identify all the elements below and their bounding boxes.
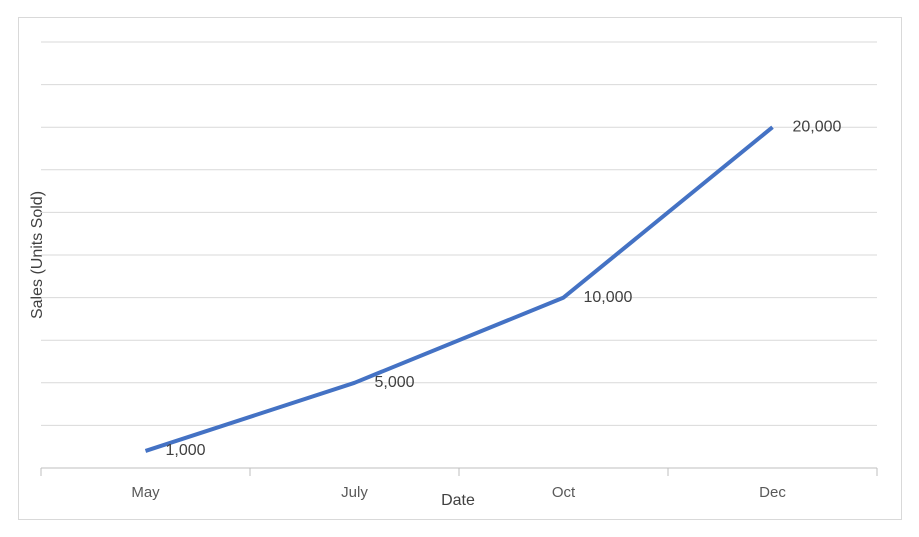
- x-tick-label: Oct: [552, 484, 576, 501]
- x-tick-label: Dec: [759, 484, 786, 501]
- line-series: [144, 125, 774, 453]
- data-label: 5,000: [375, 374, 415, 391]
- chart-frame: [18, 17, 902, 520]
- x-axis-title: Date: [441, 492, 475, 509]
- data-label: 1,000: [166, 442, 206, 459]
- y-axis-title: Sales (Units Sold): [29, 191, 46, 319]
- data-label: 20,000: [793, 118, 842, 135]
- x-tick-label: July: [341, 484, 368, 501]
- data-label: 10,000: [584, 289, 633, 306]
- x-tick-label: May: [131, 484, 160, 501]
